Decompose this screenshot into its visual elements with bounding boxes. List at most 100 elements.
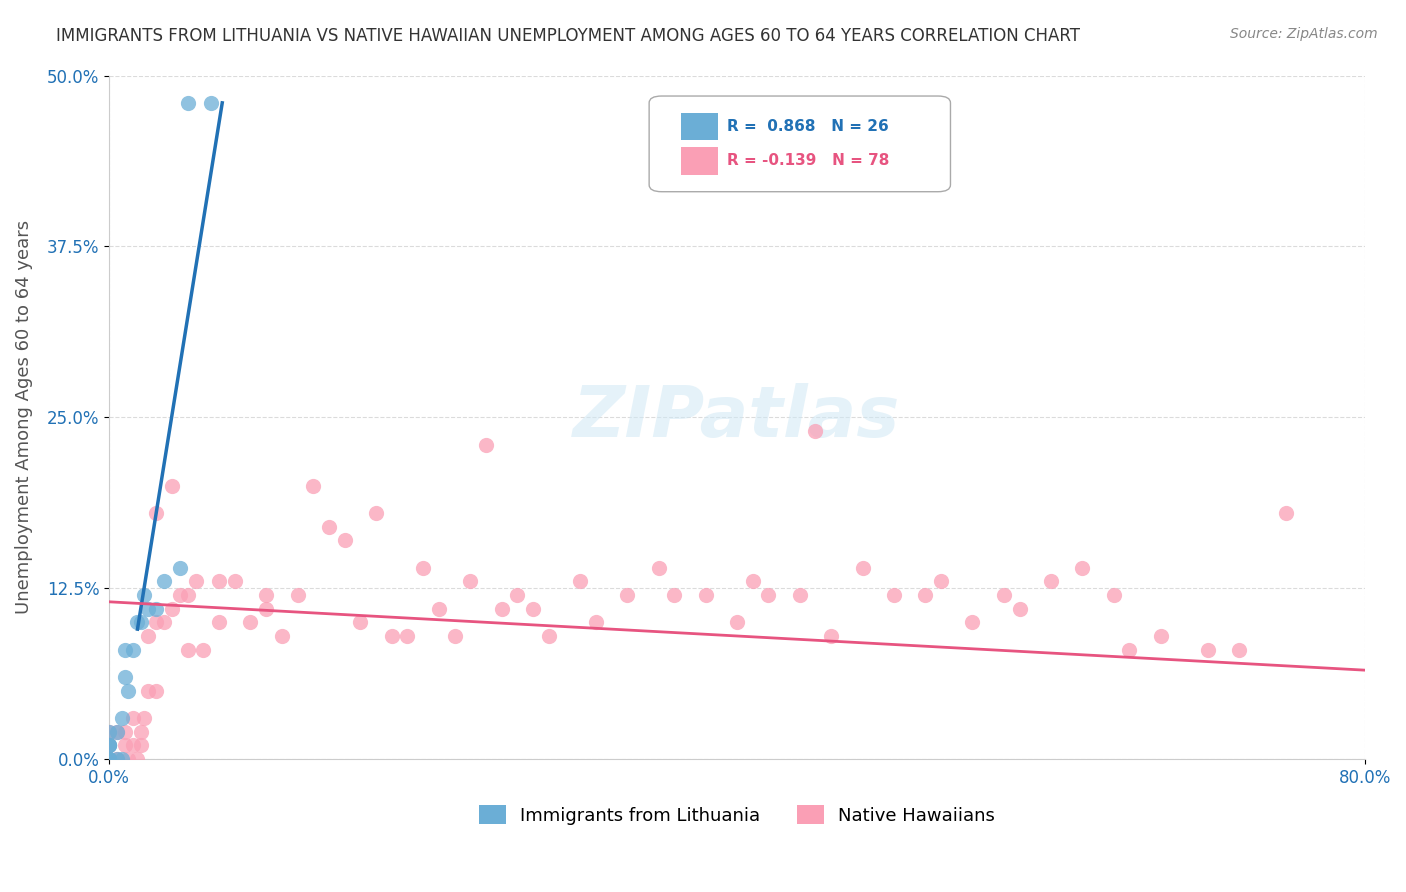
Point [98,752,121,766]
Point [145,601,167,615]
Point [132,711,155,725]
FancyBboxPatch shape [681,113,718,140]
Point [153,574,176,589]
Point [1071,560,1094,574]
Point [114,724,136,739]
Point [804,424,827,438]
Point [475,437,498,451]
Point [111,711,134,725]
Point [138,601,160,615]
Point [111,752,134,766]
Point [145,615,167,630]
Point [177,588,200,602]
Point [929,574,952,589]
Point [647,560,669,574]
Point [98,752,121,766]
Point [993,588,1015,602]
Point [98,752,121,766]
Point [239,615,262,630]
Point [302,478,325,492]
Point [458,574,481,589]
Point [725,615,748,630]
Point [98,739,121,753]
Point [98,739,121,753]
Point [585,615,607,630]
Point [145,506,167,520]
Point [117,752,139,766]
Point [412,560,434,574]
Point [695,588,717,602]
Point [758,588,780,602]
Point [129,739,152,753]
Point [1197,642,1219,657]
Point [1102,588,1125,602]
FancyBboxPatch shape [650,96,950,192]
Point [117,683,139,698]
Point [427,601,450,615]
Point [114,670,136,684]
Point [1227,642,1250,657]
Y-axis label: Unemployment Among Ages 60 to 64 years: Unemployment Among Ages 60 to 64 years [15,220,32,615]
Point [114,739,136,753]
Point [98,752,121,766]
Point [193,642,215,657]
Legend: Immigrants from Lithuania, Native Hawaiians: Immigrants from Lithuania, Native Hawaii… [472,798,1002,832]
FancyBboxPatch shape [681,147,718,175]
Point [349,615,371,630]
Text: R = -0.139   N = 78: R = -0.139 N = 78 [727,153,890,169]
Point [105,724,128,739]
Point [129,724,152,739]
Point [121,711,143,725]
Point [105,724,128,739]
Point [396,629,419,643]
Point [98,739,121,753]
Point [105,752,128,766]
Point [160,478,183,492]
Point [98,752,121,766]
Point [381,629,404,643]
Point [1039,574,1062,589]
Point [287,588,309,602]
Point [664,588,686,602]
Point [1150,629,1173,643]
Point [127,752,149,766]
Point [121,739,143,753]
Point [98,739,121,753]
Point [741,574,763,589]
Point [105,752,128,766]
Point [914,588,936,602]
Text: IMMIGRANTS FROM LITHUANIA VS NATIVE HAWAIIAN UNEMPLOYMENT AMONG AGES 60 TO 64 YE: IMMIGRANTS FROM LITHUANIA VS NATIVE HAWA… [56,27,1080,45]
Point [569,574,592,589]
Point [129,615,152,630]
Point [318,519,340,533]
Point [883,588,905,602]
Point [522,601,544,615]
Point [270,629,292,643]
Point [1118,642,1140,657]
Point [224,574,246,589]
Point [364,506,387,520]
Point [333,533,356,548]
Point [114,642,136,657]
Point [1008,601,1031,615]
Point [443,629,465,643]
Point [1275,506,1298,520]
Point [169,560,191,574]
Point [145,683,167,698]
Text: Source: ZipAtlas.com: Source: ZipAtlas.com [1230,27,1378,41]
Point [169,588,191,602]
Point [820,629,842,643]
Point [506,588,529,602]
Point [208,615,231,630]
Text: ZIPatlas: ZIPatlas [574,383,901,451]
Point [208,574,231,589]
Point [160,601,183,615]
Point [491,601,513,615]
Point [177,95,200,110]
Point [127,615,149,630]
Text: R =  0.868   N = 26: R = 0.868 N = 26 [727,120,889,135]
Point [98,724,121,739]
Point [962,615,984,630]
Point [254,601,277,615]
Point [98,752,121,766]
